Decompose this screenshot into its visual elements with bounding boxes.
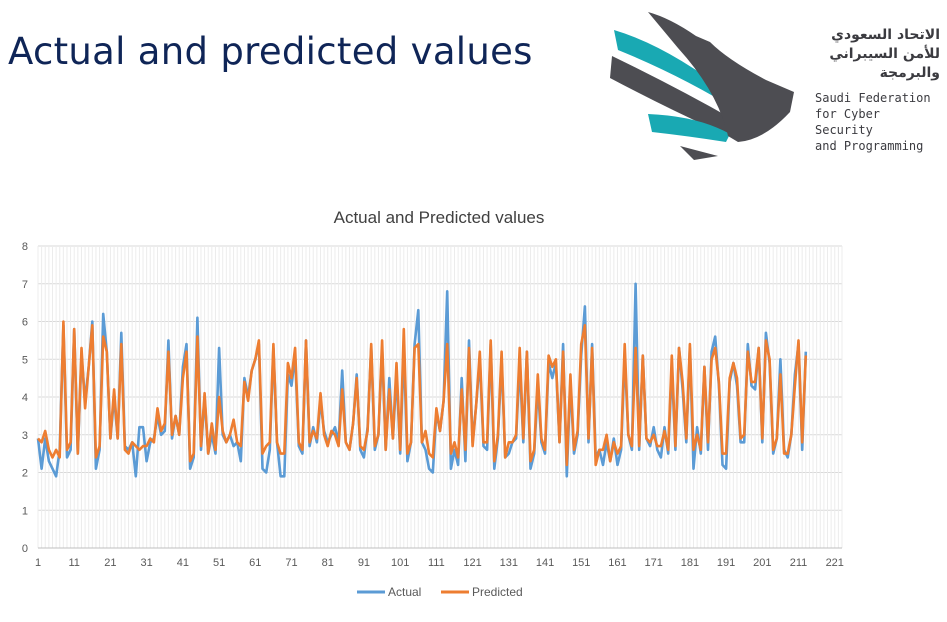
chart-title: Actual and Predicted values: [334, 208, 545, 227]
logo-gray-head: [648, 12, 794, 142]
chart-series: [36, 282, 808, 478]
org-name-arabic-line-2: للأمن السيبراني: [829, 46, 940, 62]
org-name-arabic-line-1: الاتحاد السعودي: [831, 27, 940, 43]
x-tick-label: 131: [500, 557, 518, 569]
y-tick-label: 3: [22, 430, 28, 442]
y-tick-label: 6: [22, 317, 28, 329]
x-tick-label: 111: [428, 557, 445, 569]
saudi-federation-logo: [610, 12, 794, 160]
x-tick-label: 1: [35, 557, 41, 569]
logo-gray-tail: [680, 146, 718, 160]
legend-label-predicted: Predicted: [472, 585, 523, 599]
x-tick-label: 151: [572, 557, 590, 569]
y-tick-label: 0: [22, 543, 28, 555]
y-tick-label: 8: [22, 241, 28, 253]
y-tick-label: 2: [22, 468, 28, 480]
x-tick-label: 191: [717, 557, 735, 569]
slide-title: Actual and predicted values: [8, 30, 533, 73]
x-tick-label: 221: [826, 557, 844, 569]
x-tick-label: 41: [177, 557, 189, 569]
x-tick-label: 11: [69, 557, 80, 569]
x-tick-label: 101: [391, 557, 409, 569]
organization-name: الاتحاد السعودي للأمن السيبراني والبرمجة…: [815, 26, 940, 154]
x-tick-label: 71: [285, 557, 297, 569]
chart-grid: [37, 245, 843, 549]
chart-legend: Actual Predicted: [357, 585, 523, 599]
org-name-english: Saudi Federation for Cyber Security and …: [815, 91, 931, 153]
x-tick-label: 51: [213, 557, 225, 569]
x-tick-label: 171: [644, 557, 662, 569]
y-tick-label: 1: [22, 505, 28, 517]
x-tick-label: 161: [608, 557, 626, 569]
x-tick-label: 91: [358, 557, 370, 569]
logo-teal-lower-stroke: [648, 114, 730, 142]
y-tick-label: 7: [22, 279, 28, 291]
x-tick-label: 181: [681, 557, 699, 569]
x-axis-ticks: 1 11 21 31 41 51 61 71 81 91 101 111 121 131 141 151 161…: [35, 557, 844, 569]
x-tick-label: 61: [249, 557, 261, 569]
x-tick-label: 121: [463, 557, 481, 569]
legend-label-actual: Actual: [388, 585, 421, 599]
y-tick-label: 4: [22, 392, 28, 404]
x-tick-label: 31: [141, 557, 153, 569]
y-tick-label: 5: [22, 354, 28, 366]
logo-gray-upper-stroke: [610, 56, 738, 140]
x-tick-label: 211: [790, 557, 808, 569]
x-tick-label: 81: [322, 557, 334, 569]
x-tick-label: 201: [753, 557, 771, 569]
y-axis-ticks: 0 1 2 3 4 5 6 7 8: [22, 241, 28, 555]
series-line-predicted: [37, 320, 808, 467]
logo-teal-upper-stroke: [614, 30, 740, 112]
x-tick-label: 21: [104, 557, 116, 569]
x-tick-label: 141: [536, 557, 554, 569]
org-name-arabic-line-3: والبرمجة: [879, 65, 940, 81]
